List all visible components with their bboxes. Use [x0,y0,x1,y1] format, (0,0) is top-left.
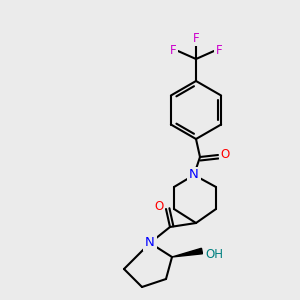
Text: F: F [216,44,222,58]
Text: O: O [220,148,230,161]
Text: F: F [170,44,176,58]
Text: N: N [145,236,155,250]
Text: OH: OH [205,248,223,262]
Text: O: O [154,200,164,214]
Polygon shape [172,248,202,257]
Text: F: F [193,32,199,44]
Text: N: N [189,169,199,182]
